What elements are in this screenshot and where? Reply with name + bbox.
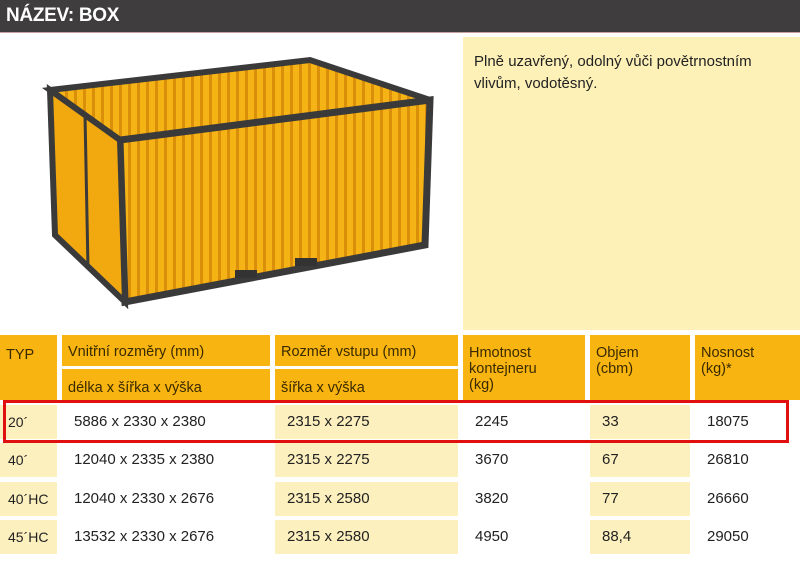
description-text: Plně uzavřený, odolný vůči povětrnostním… [474,53,752,92]
cell-weight: 2245 [463,405,585,439]
cell-weight: 3670 [463,443,585,477]
cell-volume: 88,4 [590,520,690,554]
container-illustration [41,56,434,310]
header-weight: Hmotnost kontejneru (kg) [463,335,585,400]
header-volume: Objem (cbm) [590,335,690,400]
cell-weight: 3820 [463,482,585,516]
cell-payload: 26660 [695,482,800,516]
cell-volume: 67 [590,443,690,477]
cell-typ: 40´HC [0,482,57,516]
cell-payload: 26810 [695,443,800,477]
header-inner-dimensions: Vnitřní rozměry (mm) [62,335,270,366]
page-title: NÁZEV: BOX [6,5,120,26]
header-entry-subtitle: šířka x výška [275,369,458,400]
header-typ: TYP [0,335,57,400]
cell-entry: 2315 x 2580 [275,482,458,516]
cell-volume: 33 [590,405,690,439]
cell-typ: 20´ [0,405,57,439]
cell-inner: 12040 x 2335 x 2380 [62,443,270,477]
cell-inner: 12040 x 2330 x 2676 [62,482,270,516]
cell-entry: 2315 x 2580 [275,520,458,554]
cell-volume: 77 [590,482,690,516]
cell-weight: 4950 [463,520,585,554]
header-inner-subtitle: délka x šířka x výška [62,369,270,400]
highlight-frame [3,400,789,443]
title-bar: NÁZEV: BOX [0,0,800,33]
cell-inner: 13532 x 2330 x 2676 [62,520,270,554]
cell-typ: 45´HC [0,520,57,554]
cell-entry: 2315 x 2275 [275,405,458,439]
cell-payload: 29050 [695,520,800,554]
header-entry-dimensions: Rozměr vstupu (mm) [275,335,458,366]
cell-typ: 40´ [0,443,57,477]
description-panel: Plně uzavřený, odolný vůči povětrnostním… [463,37,800,330]
header-payload: Nosnost (kg)* [695,335,800,400]
cell-inner: 5886 x 2330 x 2380 [62,405,270,439]
cell-entry: 2315 x 2275 [275,443,458,477]
cell-payload: 18075 [695,405,800,439]
